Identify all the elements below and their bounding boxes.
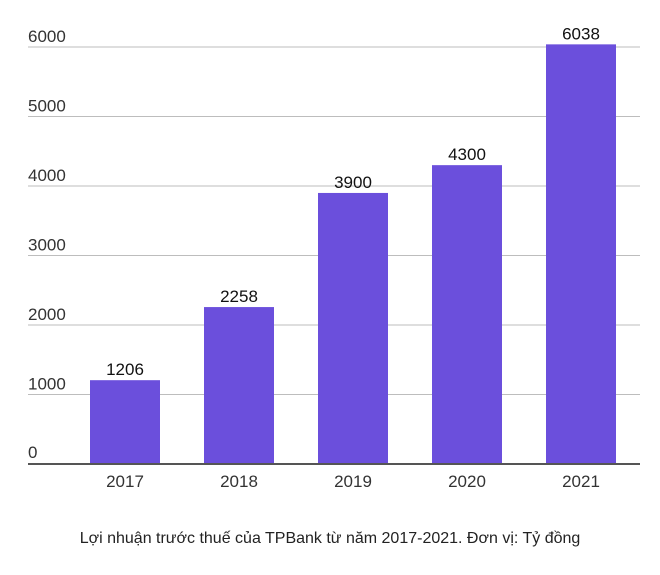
y-tick-label-3000: 3000: [28, 236, 66, 255]
data-label-2020: 4300: [448, 145, 486, 164]
data-label-2021: 6038: [562, 24, 600, 43]
y-tick-label-0: 0: [28, 443, 37, 462]
bar-2020: [432, 165, 502, 464]
y-tick-label-5000: 5000: [28, 97, 66, 116]
chart-caption: Lợi nhuận trước thuế của TPBank từ năm 2…: [79, 530, 581, 547]
bar-2018: [204, 307, 274, 464]
y-tick-label-4000: 4000: [28, 166, 66, 185]
x-tick-label-2017: 2017: [106, 472, 144, 491]
bar-2021: [546, 44, 616, 464]
x-tick-label-2018: 2018: [220, 472, 258, 491]
x-tick-label-2021: 2021: [562, 472, 600, 491]
bar-2017: [90, 380, 160, 464]
x-tick-label-2019: 2019: [334, 472, 372, 491]
y-tick-label-1000: 1000: [28, 375, 66, 394]
bars: [90, 44, 616, 464]
labels: 0 1000 2000 3000 4000 5000 6000 1206 2017 2258 201…: [28, 24, 600, 491]
data-label-2017: 1206: [106, 360, 144, 379]
data-label-2018: 2258: [220, 287, 258, 306]
x-tick-label-2020: 2020: [448, 472, 486, 491]
data-label-2019: 3900: [334, 173, 372, 192]
y-tick-label-6000: 6000: [28, 27, 66, 46]
bar-2019: [318, 192, 388, 464]
y-tick-label-2000: 2000: [28, 305, 66, 324]
